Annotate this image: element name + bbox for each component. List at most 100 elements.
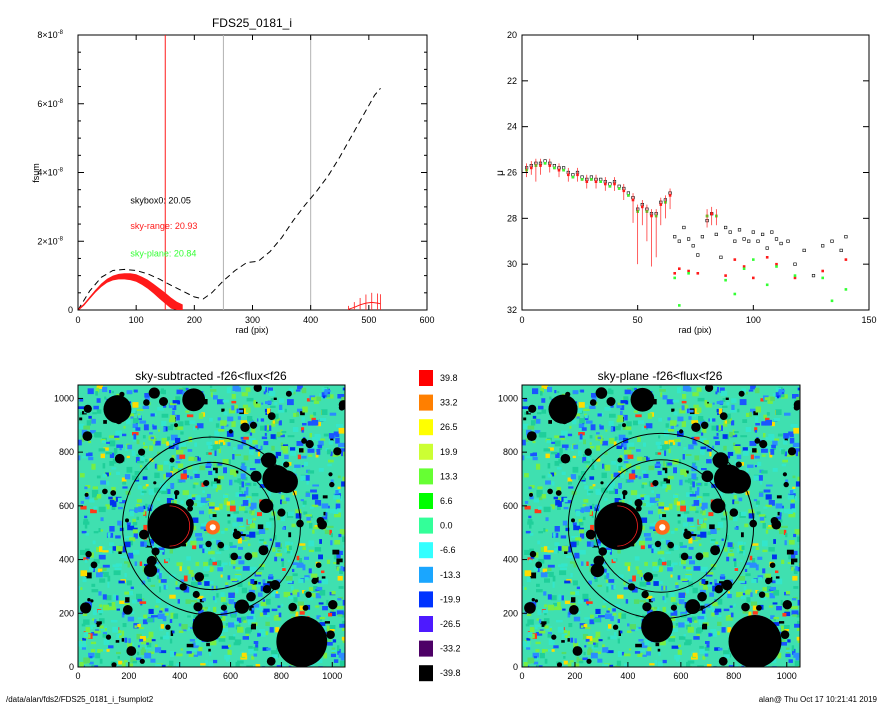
map-noise	[102, 633, 107, 638]
map-noise	[131, 408, 136, 413]
star-mask	[700, 421, 709, 429]
map-noise	[632, 575, 636, 582]
map-noise	[586, 601, 593, 604]
map-noise	[182, 391, 185, 397]
map-noise	[220, 610, 228, 616]
map-noise	[172, 651, 177, 656]
map-noise	[189, 420, 196, 424]
map-noise	[673, 499, 678, 505]
map-noise	[613, 584, 616, 590]
map-noise	[675, 582, 679, 587]
map-noise	[324, 529, 332, 535]
map-noise	[561, 545, 569, 552]
map-noise	[711, 565, 716, 571]
map-noise	[670, 420, 677, 426]
map-noise	[573, 561, 577, 568]
star-mask	[641, 610, 673, 643]
map-noise	[647, 608, 652, 615]
map-noise	[712, 610, 714, 614]
star-mask-small	[316, 517, 325, 525]
map-noise	[319, 418, 327, 422]
map-noise	[744, 568, 748, 572]
map-noise	[664, 450, 667, 456]
map-noise	[94, 619, 97, 624]
map-noise	[762, 568, 766, 574]
map-noise	[212, 596, 215, 601]
map-noise	[249, 566, 257, 572]
map-noise	[752, 605, 758, 611]
map-noise	[268, 490, 271, 496]
map-noise	[717, 614, 722, 618]
map-noise	[537, 486, 543, 490]
map-noise	[299, 605, 305, 611]
map-noise	[762, 522, 766, 529]
map-noise	[724, 653, 730, 659]
map-noise	[306, 517, 311, 521]
map-noise	[336, 508, 342, 513]
map-noise	[606, 650, 614, 654]
map-noise	[213, 606, 217, 613]
map-noise	[626, 630, 632, 633]
map-noise	[720, 574, 725, 577]
map-noise	[193, 503, 198, 507]
map-noise	[228, 636, 236, 640]
map-noise	[620, 467, 626, 473]
map-noise	[689, 560, 695, 565]
map-noise	[757, 590, 761, 595]
map-noise	[154, 488, 160, 492]
map-noise	[286, 578, 293, 584]
map-noise	[672, 628, 678, 632]
map-noise	[115, 563, 123, 567]
map-noise	[560, 437, 565, 441]
map-noise	[302, 500, 307, 505]
map-noise	[318, 602, 324, 605]
map-noise	[309, 506, 314, 509]
colorbar: 39.833.226.519.913.36.60.0-6.6-13.3-19.9…	[419, 370, 461, 682]
map-noise	[273, 418, 280, 424]
map-noise	[165, 613, 169, 616]
map-noise	[742, 447, 748, 452]
map-noise	[715, 391, 718, 395]
map-noise	[596, 491, 602, 495]
map-noise	[681, 596, 684, 601]
map-noise	[323, 652, 328, 659]
map-noise	[142, 476, 148, 480]
map-noise	[558, 458, 562, 464]
map-noise	[201, 482, 205, 487]
map-noise	[707, 531, 712, 535]
map-noise	[691, 420, 699, 424]
map-noise	[538, 506, 542, 510]
map-noise	[700, 448, 704, 455]
map-noise	[167, 436, 170, 441]
mu-point-black	[779, 241, 783, 246]
map-noise	[290, 450, 296, 456]
map-noise	[679, 561, 682, 566]
map-noise	[610, 474, 614, 480]
map-noise	[730, 409, 737, 413]
map-noise	[199, 465, 206, 471]
map-noise	[620, 410, 623, 416]
map-noise	[752, 558, 756, 564]
map-noise	[247, 466, 250, 471]
map-noise	[272, 653, 278, 659]
map-noise	[78, 586, 81, 591]
map-noise	[187, 615, 191, 618]
map-noise	[556, 619, 563, 623]
map-noise	[544, 649, 548, 652]
map-noise	[734, 568, 739, 571]
map-noise	[159, 487, 167, 491]
map-noise	[526, 576, 531, 583]
map-noise	[292, 427, 299, 432]
mu-point-green	[775, 265, 778, 268]
colorbar-swatch	[419, 370, 433, 386]
map-noise	[776, 606, 782, 611]
star-mask-small	[305, 591, 312, 598]
map-noise	[155, 647, 162, 653]
map-noise	[783, 529, 787, 535]
map-noise	[557, 501, 562, 507]
map-noise	[755, 500, 760, 505]
map-noise	[237, 478, 241, 484]
map-noise	[556, 467, 562, 470]
map-noise	[623, 653, 631, 657]
map-noise	[192, 456, 198, 462]
